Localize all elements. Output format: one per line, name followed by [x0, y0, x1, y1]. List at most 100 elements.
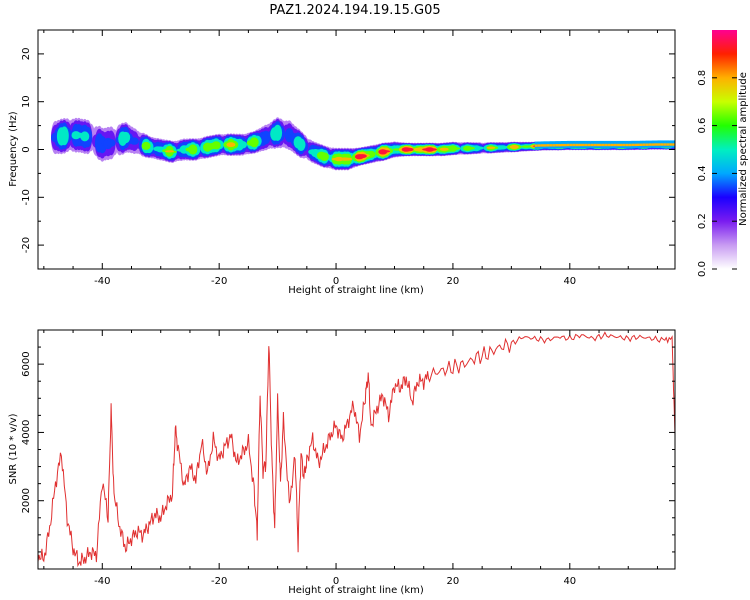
x-tick-label: 20	[447, 576, 460, 587]
y-tick-label: 10	[21, 95, 32, 108]
heatmap-cell	[534, 144, 538, 147]
figure-title: PAZ1.2024.194.19.15.G05	[269, 3, 440, 18]
spectrogram-panel: -40 -20 0 20 40 -20 -10 0 10 20 Height of straigh…	[8, 29, 676, 296]
heatmap-cell	[578, 143, 582, 147]
heatmap-cell	[226, 142, 236, 148]
heatmap-cell	[165, 150, 174, 153]
heatmap-cell	[669, 143, 673, 146]
heatmap-cell	[558, 144, 562, 147]
heatmap-cell	[631, 143, 635, 147]
heatmap-cell	[546, 144, 550, 147]
heatmap-cell	[141, 141, 151, 150]
heatmap-cell	[564, 143, 567, 147]
heatmap-cell	[466, 146, 475, 150]
heatmap-cell	[211, 141, 221, 150]
heatmap-cell	[188, 144, 198, 155]
spectrogram-ylabel: Frequency (Hz)	[8, 111, 19, 187]
snr-ticks: -40 -20 0 20 40 2000 4000 6000	[21, 329, 675, 587]
x-tick-label: -40	[94, 576, 110, 587]
heatmap-cell	[121, 131, 131, 144]
heatmap-cell	[543, 144, 547, 147]
colorbar-tick-label: 0.2	[697, 213, 708, 229]
heatmap-cell	[634, 143, 638, 147]
heatmap-cell	[657, 143, 661, 146]
heatmap-cell	[439, 147, 449, 151]
heatmap-cell	[584, 143, 588, 147]
y-tick-label: 6000	[21, 351, 32, 376]
heatmap-cell	[590, 143, 594, 147]
heatmap-cell	[555, 144, 559, 147]
heatmap-cell	[604, 143, 608, 147]
spectrogram-marks	[51, 117, 675, 171]
heatmap-cell	[343, 157, 353, 161]
x-tick-label: 20	[447, 276, 460, 287]
y-tick-label: 2000	[21, 488, 32, 513]
spectrogram-ticks: -40 -20 0 20 40 -20 -10 0 10 20	[21, 29, 675, 287]
heatmap-cell	[509, 145, 519, 149]
snr-marks	[38, 331, 675, 568]
heatmap-cell	[610, 143, 614, 147]
heatmap-cell	[642, 143, 646, 146]
heatmap-cell	[619, 143, 623, 147]
heatmap-cell	[106, 139, 116, 147]
heatmap-cell	[601, 143, 605, 147]
heatmap-cell	[59, 126, 69, 146]
heatmap-cell	[666, 143, 670, 146]
heatmap-cell	[238, 141, 247, 149]
heatmap-cell	[599, 143, 602, 147]
heatmap-cell	[596, 143, 600, 147]
y-tick-label: -20	[21, 237, 32, 253]
snr-ylabel: SNR (10 * v/v)	[8, 413, 19, 484]
heatmap-cell	[639, 143, 643, 146]
heatmap-cell	[273, 124, 283, 141]
heatmap-cell	[569, 143, 573, 147]
y-tick-label: 4000	[21, 420, 32, 445]
heatmap-cell	[296, 138, 306, 151]
heatmap-cell	[404, 147, 414, 152]
x-tick-label: 0	[333, 576, 339, 587]
colorbar-tick-label: 0.6	[697, 118, 708, 134]
heatmap-cell	[474, 146, 484, 150]
heatmap-cell	[549, 144, 553, 147]
colorbar-tick-label: 0.4	[697, 165, 708, 181]
heatmap-cell	[249, 137, 259, 148]
heatmap-cell	[663, 143, 667, 146]
heatmap-cell	[672, 143, 675, 146]
colorbar-ticks: 0.0 0.2 0.4 0.6 0.8	[697, 70, 737, 277]
heatmap-cell	[613, 143, 617, 147]
heatmap-cell	[540, 144, 544, 147]
heatmap-cell	[80, 131, 90, 142]
colorbar-tick-label: 0.8	[697, 70, 708, 86]
heatmap-cell	[451, 147, 461, 150]
y-tick-label: 0	[21, 146, 32, 152]
heatmap-cell	[645, 143, 649, 146]
heatmap-cell	[581, 143, 585, 147]
snr-xlabel: Height of straight line (km)	[288, 585, 424, 596]
heatmap-cell	[381, 150, 391, 153]
colorbar-label: Normalized spectral amplitude	[738, 72, 749, 226]
colorbar-gradient	[712, 30, 737, 269]
heatmap-cell	[593, 143, 597, 147]
heatmap-cell	[572, 143, 576, 147]
y-tick-label: -10	[21, 189, 32, 205]
heatmap-cell	[552, 144, 556, 147]
heatmap-cell	[357, 154, 367, 159]
heatmap-cell	[625, 143, 629, 147]
colorbar: 0.0 0.2 0.4 0.6 0.8 Normalized spectral ampl…	[697, 30, 749, 277]
heatmap-cell	[486, 146, 496, 149]
heatmap-cell	[622, 143, 626, 147]
snr-series-line	[38, 331, 675, 568]
y-tick-label: 20	[21, 48, 32, 61]
heatmap-cell	[129, 137, 139, 145]
x-tick-label: 0	[333, 276, 339, 287]
heatmap-cell	[587, 143, 591, 147]
heatmap-cell	[561, 143, 564, 147]
heatmap-cell	[628, 143, 632, 147]
heatmap-cell	[660, 143, 664, 146]
heatmap-cell	[607, 143, 611, 147]
heatmap-cell	[637, 143, 640, 146]
heatmap-cell	[651, 143, 655, 146]
heatmap-cell	[537, 144, 541, 147]
heatmap-cell	[648, 143, 652, 146]
